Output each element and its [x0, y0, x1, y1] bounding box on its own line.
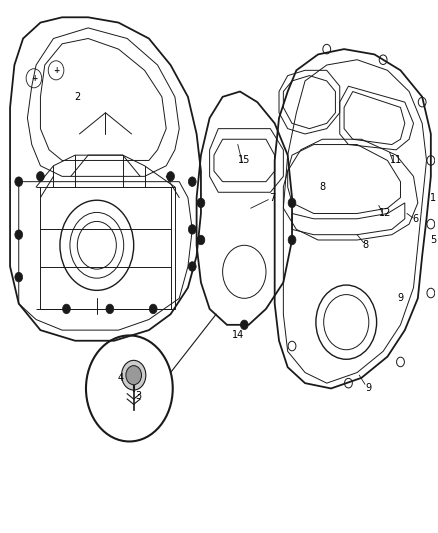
Circle shape	[188, 224, 196, 234]
Circle shape	[15, 177, 23, 187]
Circle shape	[167, 172, 174, 181]
Text: 12: 12	[379, 208, 392, 219]
Circle shape	[188, 177, 196, 187]
Text: 7: 7	[269, 192, 276, 203]
Text: 9: 9	[397, 293, 403, 303]
Circle shape	[15, 272, 23, 282]
Text: +: +	[31, 74, 37, 83]
Circle shape	[149, 304, 157, 314]
Text: 8: 8	[363, 240, 369, 251]
Text: 4: 4	[118, 373, 124, 383]
Text: 6: 6	[413, 214, 419, 224]
Circle shape	[126, 366, 141, 385]
Circle shape	[288, 235, 296, 245]
Text: 9: 9	[365, 383, 371, 393]
Circle shape	[122, 360, 146, 390]
Circle shape	[188, 262, 196, 271]
Circle shape	[36, 172, 44, 181]
Text: +: +	[53, 66, 59, 75]
Circle shape	[197, 198, 205, 208]
Text: 11: 11	[390, 156, 402, 165]
Circle shape	[63, 304, 71, 314]
Text: 2: 2	[74, 92, 81, 102]
Circle shape	[240, 320, 248, 329]
Circle shape	[106, 304, 114, 314]
Text: 3: 3	[135, 391, 141, 401]
Text: 14: 14	[232, 330, 244, 341]
Text: 1: 1	[430, 192, 436, 203]
Text: 5: 5	[430, 235, 436, 245]
Circle shape	[288, 198, 296, 208]
Text: 15: 15	[238, 156, 251, 165]
Circle shape	[15, 230, 23, 239]
Text: 8: 8	[319, 182, 325, 192]
Circle shape	[197, 235, 205, 245]
